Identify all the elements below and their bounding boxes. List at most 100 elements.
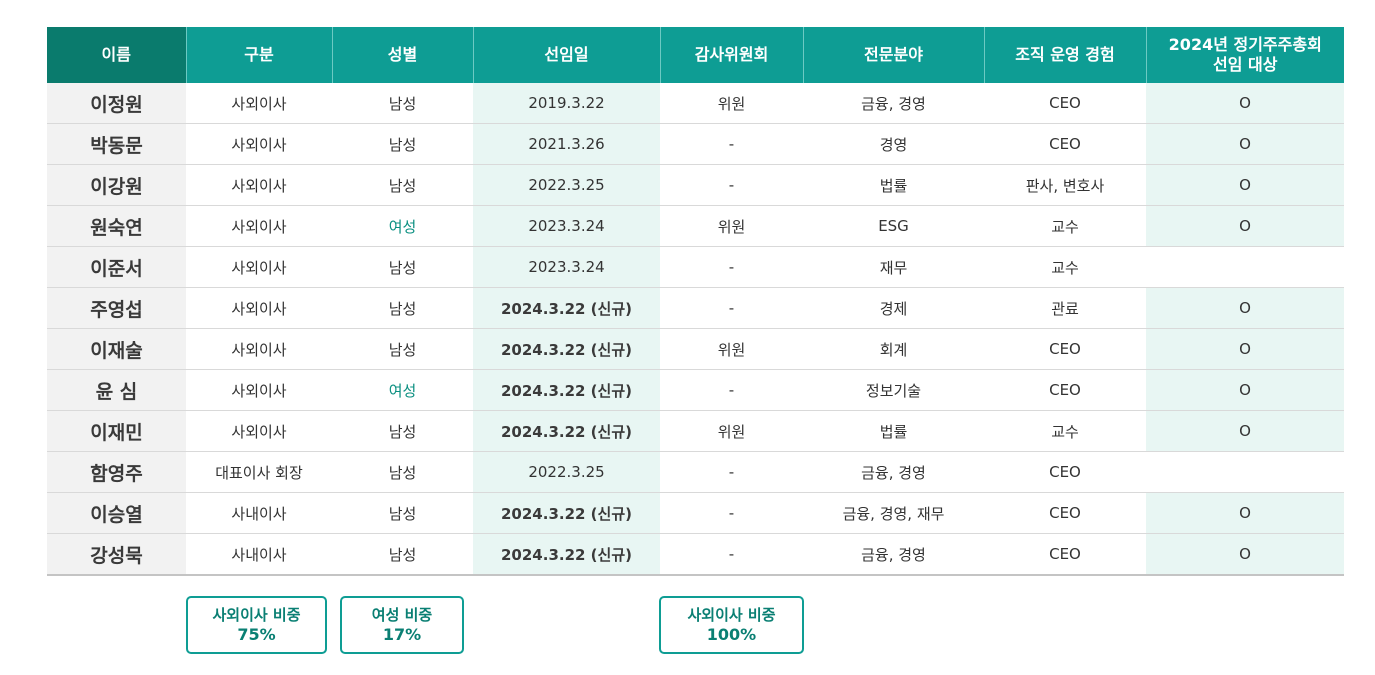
org-experience-cell: CEO	[984, 451, 1146, 493]
outside-director-ratio-value: 75%	[237, 625, 276, 644]
table-row: 이준서 사외이사 남성 2023.3.24- 재무 교수	[47, 246, 1344, 288]
director-type-cell: 사외이사	[186, 328, 332, 370]
director-type-cell: 사내이사	[186, 492, 332, 534]
director-name-cell: 이재민	[47, 410, 186, 452]
table-row: 이정원 사외이사 남성 2019.3.22 위원 금융, 경영 CEO O	[47, 83, 1344, 124]
appointed-date-cell: 2024.3.22 (신규)	[473, 287, 660, 329]
director-name-cell: 이강원	[47, 164, 186, 206]
header-election-target-line1: 2024년 정기주주총회	[1168, 35, 1322, 54]
director-gender-cell: 남성	[332, 533, 473, 576]
female-ratio-box: 여성 비중 17%	[340, 596, 464, 654]
director-type-cell: 사외이사	[186, 410, 332, 452]
director-name-cell: 이재술	[47, 328, 186, 370]
director-gender-cell: 남성	[332, 287, 473, 329]
director-type-cell: 사외이사	[186, 369, 332, 411]
table-body: 이정원 사외이사 남성 2019.3.22 위원 금융, 경영 CEO O 박동문 사외이사 남성 2…	[47, 83, 1344, 576]
director-name-cell: 박동문	[47, 123, 186, 165]
audit-committee-cell: -	[660, 246, 803, 288]
director-type-cell: 사외이사	[186, 123, 332, 165]
director-type-cell: 사외이사	[186, 205, 332, 247]
election-target-cell	[1146, 451, 1344, 493]
outside-director-ratio-label: 사외이사 비중	[212, 606, 301, 624]
female-ratio-label: 여성 비중	[371, 606, 433, 624]
election-target-cell: O	[1146, 410, 1344, 452]
expertise-cell: 경제	[803, 287, 984, 329]
header-experience: 조직 운영 경험	[983, 27, 1146, 83]
election-target-cell: O	[1146, 83, 1344, 124]
director-gender-cell: 남성	[332, 246, 473, 288]
director-name-cell: 이준서	[47, 246, 186, 288]
election-target-cell: O	[1146, 369, 1344, 411]
header-expertise: 전문분야	[802, 27, 984, 83]
director-type-cell: 대표이사 회장	[186, 451, 332, 493]
director-name-cell: 이정원	[47, 83, 186, 124]
director-gender-cell: 남성	[332, 410, 473, 452]
election-target-cell: O	[1146, 205, 1344, 247]
expertise-cell: ESG	[803, 205, 984, 247]
expertise-cell: 재무	[803, 246, 984, 288]
audit-committee-cell: -	[660, 533, 803, 576]
table-row: 주영섭 사외이사 남성 2024.3.22 (신규) - 경제 관료 O	[47, 287, 1344, 329]
board-composition-table: 이름 구분 성별 선임일 감사위원회 전문분야 조직 운영 경험 2024년 정…	[47, 27, 1344, 576]
election-target-cell: O	[1146, 287, 1344, 329]
audit-committee-cell: 위원	[660, 205, 803, 247]
appointed-date-cell: 2024.3.22 (신규)	[473, 328, 660, 370]
table-row: 강성묵 사내이사 남성 2024.3.22 (신규) - 금융, 경영 CEO O	[47, 533, 1344, 576]
election-target-cell: O	[1146, 328, 1344, 370]
table-header-row: 이름 구분 성별 선임일 감사위원회 전문분야 조직 운영 경험 2024년 정…	[47, 27, 1344, 83]
table-row: 이승열 사내이사 남성 2024.3.22 (신규) - 금융, 경영, 재무 CEO O	[47, 492, 1344, 534]
audit-committee-cell: -	[660, 164, 803, 206]
expertise-cell: 경영	[803, 123, 984, 165]
header-election-target: 2024년 정기주주총회 선임 대상	[1145, 27, 1344, 83]
director-type-cell: 사외이사	[186, 164, 332, 206]
director-gender-cell: 남성	[332, 328, 473, 370]
appointed-date-cell: 2022.3.25	[473, 164, 660, 206]
expertise-cell: 금융, 경영	[803, 533, 984, 576]
audit-outside-director-ratio-box: 사외이사 비중 100%	[659, 596, 804, 654]
audit-outside-director-ratio-value: 100%	[706, 625, 757, 644]
director-gender-cell: 남성	[332, 123, 473, 165]
org-experience-cell: 관료	[984, 287, 1146, 329]
org-experience-cell: CEO	[984, 83, 1146, 124]
header-election-target-line2: 선임 대상	[1213, 55, 1278, 74]
appointed-date-cell: 2024.3.22 (신규)	[473, 369, 660, 411]
director-name-cell: 주영섭	[47, 287, 186, 329]
appointed-date-cell: 2021.3.26	[473, 123, 660, 165]
director-name-cell: 함영주	[47, 451, 186, 493]
director-type-cell: 사외이사	[186, 246, 332, 288]
election-target-cell: O	[1146, 123, 1344, 165]
appointed-date-cell: 2023.3.24	[473, 205, 660, 247]
header-type: 구분	[185, 27, 332, 83]
expertise-cell: 법률	[803, 410, 984, 452]
org-experience-cell: CEO	[984, 123, 1146, 165]
org-experience-cell: CEO	[984, 492, 1146, 534]
org-experience-cell: 교수	[984, 205, 1146, 247]
audit-committee-cell: -	[660, 451, 803, 493]
director-type-cell: 사내이사	[186, 533, 332, 576]
audit-committee-cell: -	[660, 492, 803, 534]
org-experience-cell: CEO	[984, 533, 1146, 576]
table-row: 이재민 사외이사 남성 2024.3.22 (신규) 위원 법률 교수 O	[47, 410, 1344, 452]
election-target-cell: O	[1146, 492, 1344, 534]
table-row: 함영주 대표이사 회장 남성 2022.3.25- 금융, 경영 CEO	[47, 451, 1344, 493]
org-experience-cell: CEO	[984, 369, 1146, 411]
expertise-cell: 금융, 경영	[803, 83, 984, 124]
audit-committee-cell: -	[660, 123, 803, 165]
director-gender-cell: 남성	[332, 451, 473, 493]
audit-committee-cell: -	[660, 369, 803, 411]
director-type-cell: 사외이사	[186, 83, 332, 124]
org-experience-cell: 교수	[984, 246, 1146, 288]
director-gender-cell: 남성	[332, 492, 473, 534]
director-gender-cell: 여성	[332, 369, 473, 411]
audit-committee-cell: -	[660, 287, 803, 329]
expertise-cell: 금융, 경영	[803, 451, 984, 493]
expertise-cell: 회계	[803, 328, 984, 370]
election-target-cell: O	[1146, 533, 1344, 576]
audit-committee-cell: 위원	[660, 83, 803, 124]
appointed-date-cell: 2023.3.24	[473, 246, 660, 288]
election-target-cell	[1146, 246, 1344, 288]
election-target-cell: O	[1146, 164, 1344, 206]
audit-committee-cell: 위원	[660, 410, 803, 452]
table-row: 박동문 사외이사 남성 2021.3.26- 경영 CEO O	[47, 123, 1344, 165]
outside-director-ratio-box: 사외이사 비중 75%	[186, 596, 327, 654]
